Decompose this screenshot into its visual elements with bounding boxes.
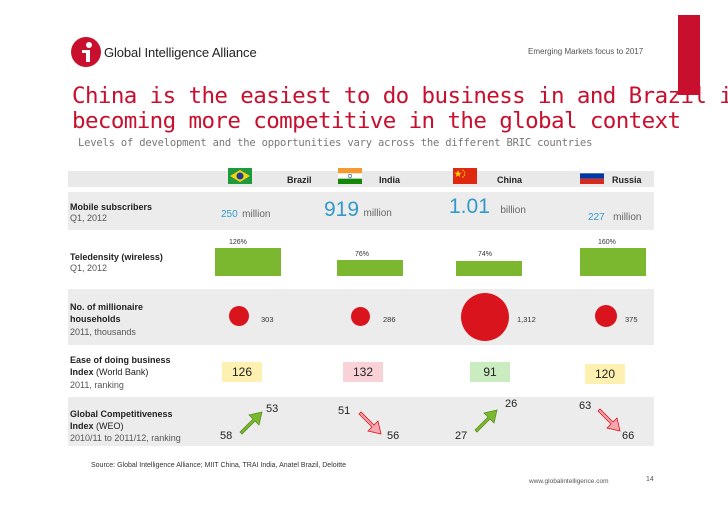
- india-flag-icon: [338, 168, 362, 184]
- brazil-flag-icon: [228, 168, 252, 184]
- page-subtitle: Levels of development and the opportunit…: [78, 137, 593, 149]
- teledensity-bar-brazil: [215, 248, 281, 276]
- row-label-teledensity: Teledensity (wireless): [70, 252, 163, 262]
- gci-from-india: 51: [338, 405, 351, 417]
- accent-bar: [678, 15, 700, 95]
- gci-to-india: 56: [387, 430, 400, 442]
- teledensity-label-brazil: 126%: [229, 239, 247, 246]
- millionaire-circle-russia: [595, 305, 617, 327]
- millionaire-circle-china: [461, 293, 509, 341]
- country-russia: Russia: [612, 175, 642, 185]
- gci-to-brazil: 53: [266, 403, 279, 415]
- millionaire-circle-india: [351, 307, 370, 326]
- arrow-down-icon-russia: [597, 408, 621, 432]
- teledensity-bar-india: [337, 260, 403, 276]
- gci-to-russia: 66: [622, 430, 635, 442]
- row-label-ease: Ease of doing business Index (World Bank…: [70, 355, 171, 377]
- ease-rank-brazil: 126: [222, 362, 262, 382]
- country-china: China: [497, 175, 523, 185]
- mobile-value-india: 919 million: [324, 198, 392, 221]
- teledensity-label-russia: 160%: [598, 239, 616, 246]
- row-sub-ease: 2011, ranking: [70, 380, 124, 390]
- millionaire-circle-brazil: [229, 306, 249, 326]
- arrow-down-icon-india: [358, 411, 382, 435]
- website-link[interactable]: www.globalintelligence.com: [529, 478, 609, 485]
- page-title: China is the easiest to do business in a…: [72, 83, 728, 134]
- teledensity-label-india: 76%: [355, 251, 370, 258]
- report-title: Emerging Markets focus to 2017: [528, 47, 644, 56]
- page-number: 14: [646, 476, 654, 483]
- row-sub-millionaire: 2011, thousands: [70, 327, 136, 337]
- row-sub-mobile: Q1, 2012: [70, 213, 108, 223]
- teledensity-label-china: 74%: [478, 251, 493, 258]
- arrow-up-icon-brazil: [239, 411, 263, 435]
- ease-rank-china: 91: [470, 362, 510, 382]
- teledensity-bar-russia: [580, 248, 646, 276]
- ease-rank-russia: 120: [585, 364, 625, 384]
- gci-from-russia: 63: [579, 400, 592, 412]
- row-band-mobile: [68, 192, 654, 230]
- millionaire-value-brazil: 303: [261, 315, 274, 324]
- row-band-gci: [68, 397, 654, 446]
- row-label-millionaire: No. of millionaire households: [70, 302, 144, 324]
- country-brazil: Brazil: [287, 175, 312, 185]
- row-label-mobile: Mobile subscribers: [70, 202, 153, 212]
- russia-flag-icon: [580, 168, 604, 184]
- brand-name: Global Intelligence Alliance: [104, 45, 257, 60]
- teledensity-bar-china: [456, 261, 522, 276]
- millionaire-value-india: 286: [383, 315, 396, 324]
- row-sub-gci: 2010/11 to 2011/12, ranking: [70, 433, 181, 443]
- gci-from-china: 27: [455, 430, 468, 442]
- mobile-value-china: 1.01 billion: [449, 195, 526, 218]
- arrow-up-icon-china: [474, 409, 498, 433]
- mobile-value-russia: 227 million: [588, 212, 642, 223]
- millionaire-value-china: 1,312: [517, 315, 536, 324]
- row-sub-teledensity: Q1, 2012: [70, 263, 108, 273]
- brand-logo-icon: [71, 37, 101, 67]
- row-label-gci: Global Competitiveness Index (WEO): [70, 409, 173, 431]
- china-flag-icon: [453, 168, 477, 184]
- gci-from-brazil: 58: [220, 430, 233, 442]
- mobile-value-brazil: 250 million: [221, 209, 271, 220]
- ease-rank-india: 132: [343, 362, 383, 382]
- country-india: India: [379, 175, 401, 185]
- millionaire-value-russia: 375: [625, 315, 638, 324]
- gci-to-china: 26: [505, 398, 518, 410]
- source-note: Source: Global Intelligence Alliance; MI…: [91, 462, 346, 469]
